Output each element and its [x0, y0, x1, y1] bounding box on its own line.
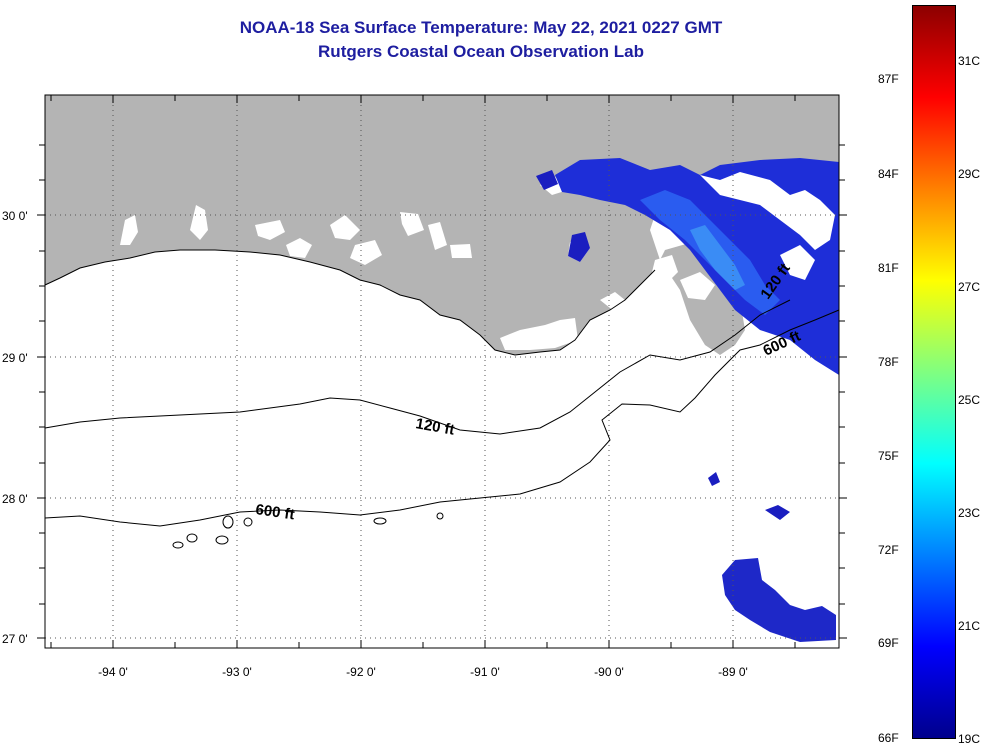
- map-frame: [44, 94, 840, 649]
- contour-600ft-line: [44, 309, 840, 527]
- cb-label-31c: 31C: [958, 54, 981, 68]
- lat-label-27: 27 0': [2, 632, 28, 646]
- gridlines: [45, 95, 839, 648]
- lat-label-29: 29 0': [2, 351, 28, 365]
- lon-label-93: -93 0': [222, 665, 252, 679]
- cb-label-25c: 25C: [958, 393, 981, 407]
- cb-label-21c: 21C: [958, 619, 981, 633]
- lon-label-94: -94 0': [98, 665, 128, 679]
- cb-label-84f: 84F: [878, 167, 899, 181]
- lon-label-90: -90 0': [594, 665, 624, 679]
- axis-ticks: [37, 95, 847, 648]
- cb-label-27c: 27C: [958, 280, 981, 294]
- lat-label-30: 30 0': [2, 209, 28, 223]
- cb-label-81f: 81F: [878, 261, 899, 275]
- cb-label-19c: 19C: [958, 732, 981, 746]
- chart-title: NOAA-18 Sea Surface Temperature: May 22,…: [239, 18, 723, 37]
- contour-label-600ft: 600 ft: [254, 501, 295, 523]
- sst-data-patches: [536, 158, 839, 642]
- cb-label-69f: 69F: [878, 636, 899, 650]
- temperature-colorbar: [912, 5, 956, 739]
- cb-label-78f: 78F: [878, 355, 899, 369]
- bathymetry-contours: [44, 299, 840, 549]
- lon-label-91: -91 0': [470, 665, 500, 679]
- cb-label-87f: 87F: [878, 72, 899, 86]
- land-area: [45, 95, 839, 355]
- cb-label-66f: 66F: [878, 731, 899, 745]
- coastline: [44, 249, 656, 356]
- cb-label-23c: 23C: [958, 506, 981, 520]
- lat-label-28: 28 0': [2, 492, 28, 506]
- cb-label-29c: 29C: [958, 167, 981, 181]
- contour-120ft-line: [44, 299, 791, 435]
- contour-label-120ft: 120 ft: [414, 415, 456, 439]
- cb-label-72f: 72F: [878, 543, 899, 557]
- cb-label-75f: 75F: [878, 449, 899, 463]
- chart-subtitle: Rutgers Coastal Ocean Observation Lab: [318, 42, 644, 61]
- lon-label-89: -89 0': [718, 665, 748, 679]
- lon-label-92: -92 0': [346, 665, 376, 679]
